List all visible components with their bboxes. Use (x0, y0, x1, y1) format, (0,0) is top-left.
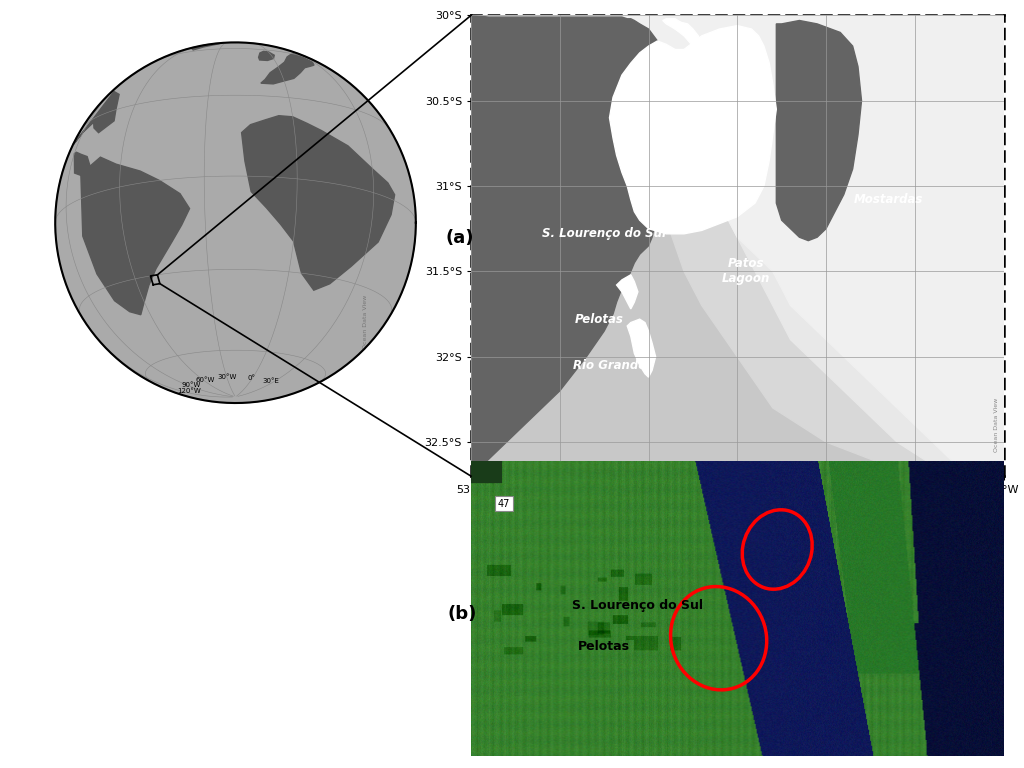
Polygon shape (259, 51, 274, 61)
Text: Tapes: Tapes (656, 108, 694, 121)
Text: Patos
Lagoon: Patos Lagoon (722, 257, 770, 286)
Polygon shape (191, 44, 219, 50)
Text: 47: 47 (498, 498, 510, 508)
Polygon shape (471, 15, 684, 476)
Text: Ocean Data View: Ocean Data View (994, 398, 999, 452)
Text: 60°W: 60°W (196, 376, 215, 382)
Polygon shape (75, 152, 90, 175)
Polygon shape (776, 21, 861, 240)
Text: 90°W: 90°W (182, 382, 202, 388)
Text: Ocean Data View: Ocean Data View (362, 295, 368, 349)
Text: Pelotas: Pelotas (578, 640, 630, 653)
Polygon shape (628, 319, 655, 377)
Text: 30°W: 30°W (218, 374, 238, 380)
Polygon shape (609, 25, 776, 233)
Polygon shape (616, 275, 638, 309)
Polygon shape (670, 22, 701, 53)
Polygon shape (81, 157, 189, 315)
Polygon shape (663, 18, 684, 32)
Text: S. Lourenço do Sul: S. Lourenço do Sul (572, 598, 703, 611)
Polygon shape (471, 15, 1004, 476)
Text: Pelotas: Pelotas (574, 313, 624, 326)
Polygon shape (74, 91, 119, 144)
Polygon shape (471, 15, 1004, 476)
Text: 0°: 0° (248, 375, 255, 381)
Polygon shape (261, 54, 314, 84)
Text: 30°E: 30°E (263, 378, 280, 384)
Text: (b): (b) (447, 605, 477, 624)
Text: Rio Grande: Rio Grande (572, 359, 646, 372)
Text: 120°W: 120°W (178, 388, 202, 394)
Polygon shape (55, 42, 416, 403)
Text: Mostardas: Mostardas (853, 194, 923, 206)
Text: S. Lourenço do Sul: S. Lourenço do Sul (542, 227, 667, 240)
Text: (a): (a) (445, 229, 474, 247)
Polygon shape (471, 15, 1004, 476)
Polygon shape (242, 116, 394, 290)
